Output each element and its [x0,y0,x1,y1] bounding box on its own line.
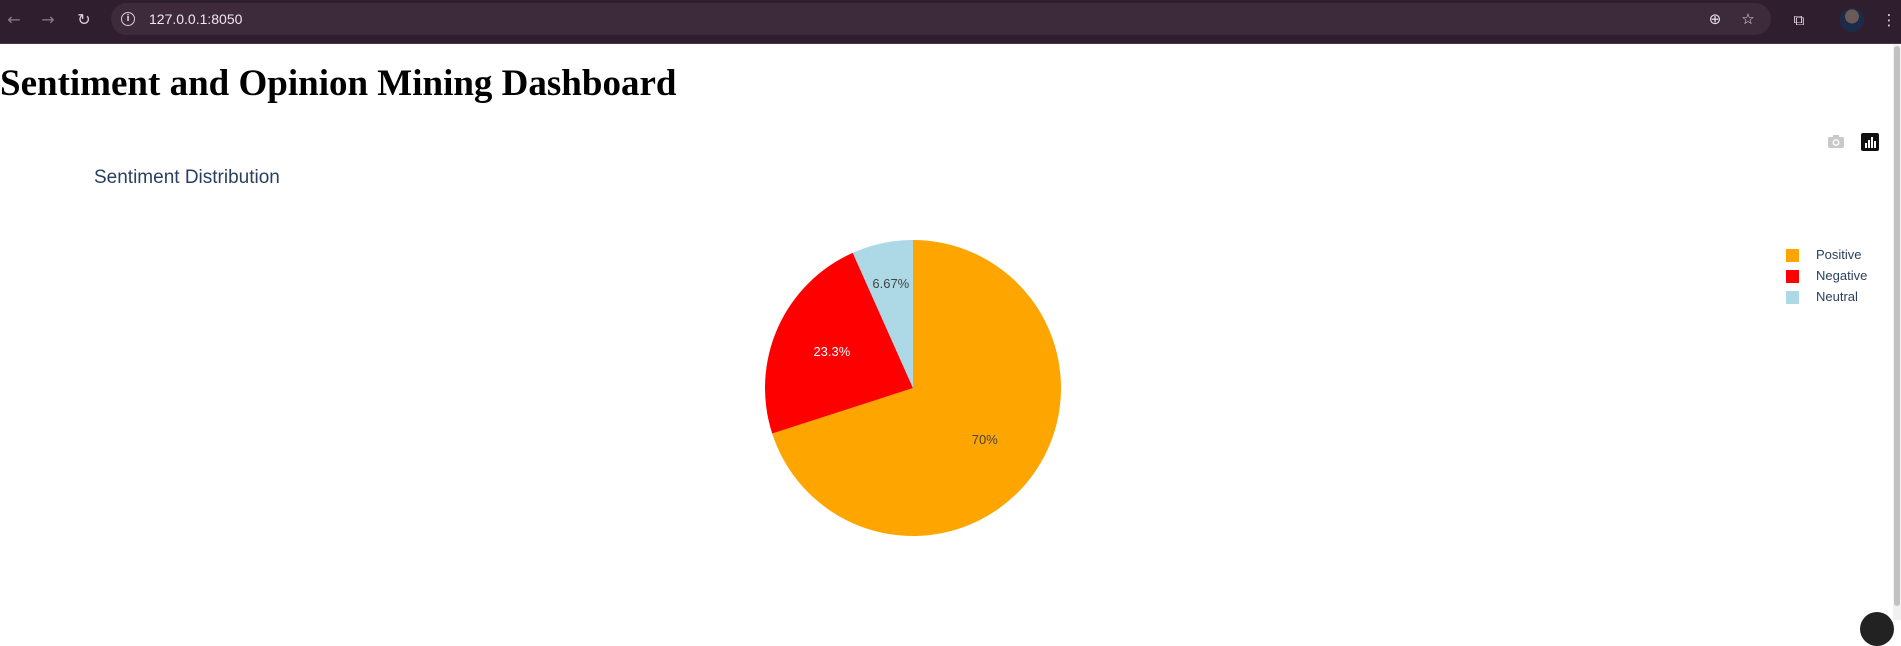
legend-swatch-neutral [1786,291,1799,304]
floating-action-button[interactable] [1860,612,1894,646]
legend-swatch-positive [1786,249,1799,262]
legend-item-positive[interactable]: Positive [1786,247,1896,267]
address-bar[interactable]: i 127.0.0.1:8050 ⊕ ☆ [111,3,1771,35]
pie-slice-positive[interactable] [772,240,1061,536]
legend-item-negative[interactable]: Negative [1786,268,1896,288]
reload-icon: ↻ [77,10,91,29]
forward-button[interactable]: → [36,8,60,32]
page-title: Sentiment and Opinion Mining Dashboard [0,63,677,104]
plotly-logo-icon[interactable] [1859,131,1881,153]
scrollbar-thumb[interactable] [1894,46,1900,606]
legend-label-positive: Positive [1816,247,1862,262]
pie-slice-neutral[interactable] [852,240,913,388]
reload-button[interactable]: ↻ [72,8,96,32]
star-icon[interactable]: ☆ [1741,10,1755,28]
zoom-icon[interactable]: ⊕ [1708,10,1722,28]
camera-icon[interactable] [1825,131,1847,153]
pie-chart: 70% 23.3% 6.67% [765,240,1061,536]
legend-item-neutral[interactable]: Neutral [1786,289,1896,309]
browser-toolbar: ← → ↻ i 127.0.0.1:8050 ⊕ ☆ ⧉ ⋮ [0,0,1901,44]
legend-swatch-negative [1786,270,1799,283]
legend-label-neutral: Neutral [1816,289,1858,304]
puzzle-icon[interactable]: ⧉ [1793,11,1805,29]
back-button[interactable]: ← [2,8,26,32]
pie-label-positive: 70% [972,432,998,447]
url-text[interactable]: 127.0.0.1:8050 [149,11,243,27]
legend-label-negative: Negative [1816,268,1868,283]
arrow-left-icon: ← [7,10,21,29]
arrow-right-icon: → [41,10,55,29]
kebab-menu-icon[interactable]: ⋮ [1881,11,1897,29]
pie-slice-negative[interactable] [765,252,913,434]
avatar[interactable] [1840,8,1864,32]
info-icon[interactable]: i [121,12,135,26]
pie-label-negative: 23.3% [813,344,850,359]
pie-label-neutral: 6.67% [872,276,909,291]
chart-title: Sentiment Distribution [94,167,280,188]
